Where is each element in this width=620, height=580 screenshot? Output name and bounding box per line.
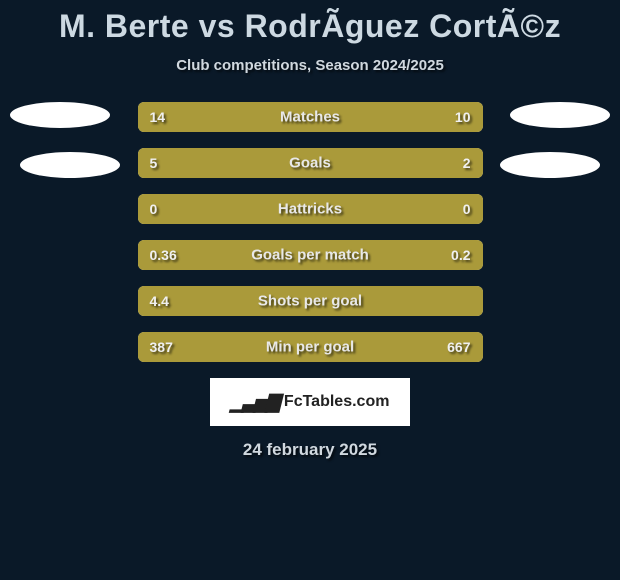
- chart-icon: ▁▃▅▇: [231, 392, 278, 413]
- stat-bar-row: 4.4Shots per goal: [138, 286, 483, 316]
- stat-bar-row: 52Goals: [138, 148, 483, 178]
- fctables-logo[interactable]: ▁▃▅▇ FcTables.com: [210, 378, 410, 426]
- stat-bar-row: 0.360.2Goals per match: [138, 240, 483, 270]
- logo-text: FcTables.com: [284, 393, 390, 411]
- bar-label: Goals: [138, 155, 483, 172]
- date-label: 24 february 2025: [0, 440, 620, 460]
- subtitle: Club competitions, Season 2024/2025: [0, 57, 620, 74]
- bar-label: Matches: [138, 109, 483, 126]
- bar-label: Hattricks: [138, 201, 483, 218]
- bar-label: Shots per goal: [138, 293, 483, 310]
- player-right-avatar-placeholder: [510, 102, 610, 128]
- stat-bar-row: 387667Min per goal: [138, 332, 483, 362]
- player-left-avatar-placeholder: [20, 152, 120, 178]
- stat-bar-row: 1410Matches: [138, 102, 483, 132]
- stat-bar-row: 00Hattricks: [138, 194, 483, 224]
- player-right-avatar-placeholder: [500, 152, 600, 178]
- bar-label: Goals per match: [138, 247, 483, 264]
- player-left-avatar-placeholder: [10, 102, 110, 128]
- page-title: M. Berte vs RodrÃ­guez CortÃ©z: [0, 0, 620, 45]
- comparison-chart: 1410Matches 52Goals 00Hattricks 0.360.2Goal…: [0, 102, 620, 362]
- bars-container: 1410Matches 52Goals 00Hattricks 0.360.2Goal…: [0, 102, 620, 362]
- bar-label: Min per goal: [138, 339, 483, 356]
